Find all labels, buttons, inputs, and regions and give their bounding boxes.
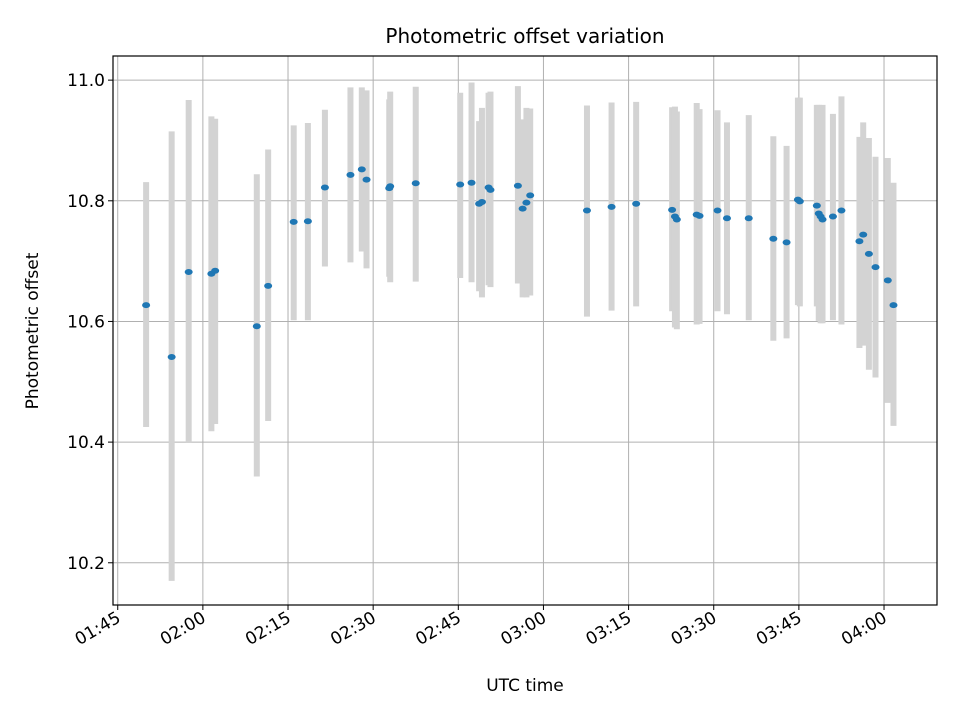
data-point — [668, 206, 677, 213]
chart-title: Photometric offset variation — [385, 24, 664, 48]
plot-frame — [112, 55, 938, 606]
data-point — [828, 213, 837, 220]
data-point — [859, 231, 868, 238]
data-point — [526, 192, 535, 199]
data-point — [513, 182, 522, 189]
data-point — [837, 207, 846, 214]
data-point — [744, 215, 753, 222]
data-point — [142, 302, 151, 309]
data-point — [211, 267, 220, 274]
y-tick-label: 10.4 — [67, 433, 105, 453]
data-point — [386, 183, 395, 190]
y-axis-label: Photometric offset — [23, 252, 43, 409]
y-tick-label: 10.6 — [67, 312, 105, 332]
data-point — [522, 199, 531, 206]
data-point — [167, 354, 176, 361]
data-point — [855, 238, 864, 245]
x-axis-label: UTC time — [486, 676, 564, 696]
data-point — [320, 184, 329, 191]
data-point — [632, 200, 641, 207]
data-point — [713, 207, 722, 214]
y-tick-label: 10.8 — [67, 192, 105, 212]
data-point — [467, 179, 476, 186]
data-point — [883, 277, 892, 284]
y-tick-label: 11.0 — [67, 71, 105, 91]
data-point — [818, 216, 827, 223]
data-point — [518, 205, 527, 212]
data-point — [722, 215, 731, 222]
data-point — [346, 171, 355, 178]
data-point — [582, 207, 591, 214]
y-axis: 10.2 10.4 10.6 10.8 11.0 — [67, 71, 113, 574]
data-point — [889, 302, 898, 309]
data-points — [142, 166, 898, 361]
data-point — [486, 186, 495, 193]
data-point — [871, 264, 880, 271]
data-point — [252, 323, 261, 330]
data-point — [782, 239, 791, 246]
data-point — [672, 216, 681, 223]
data-point — [303, 218, 312, 225]
data-point — [607, 203, 616, 210]
data-point — [812, 202, 821, 209]
data-point — [184, 268, 193, 275]
data-point — [864, 250, 873, 257]
data-point — [456, 181, 465, 188]
data-point — [357, 166, 366, 173]
data-point — [769, 235, 778, 242]
data-point — [411, 180, 420, 187]
data-point — [477, 198, 486, 205]
data-point — [795, 198, 804, 205]
data-point — [362, 176, 371, 183]
data-point — [695, 212, 704, 219]
data-point — [289, 218, 298, 225]
y-tick-label: 10.2 — [67, 554, 105, 574]
data-point — [264, 282, 273, 289]
